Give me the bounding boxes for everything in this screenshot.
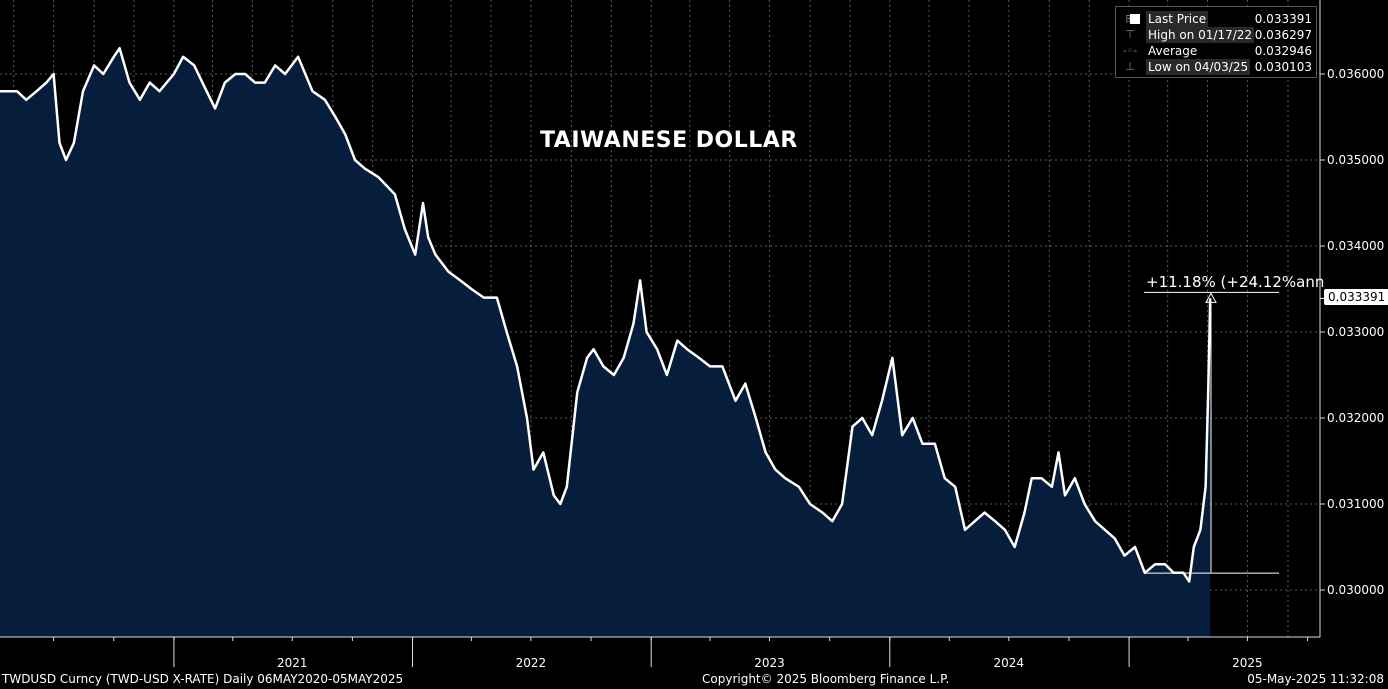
y-tick-label: 0.036000 [1327,67,1384,81]
low-marker-icon: ⊥ [1125,60,1135,73]
footer-copyright: Copyright© 2025 Bloomberg Finance L.P. [702,672,950,686]
y-tick-label: 0.033000 [1327,325,1384,339]
legend-label: Low on 04/03/25 [1146,59,1251,75]
average-marker-icon: -◦- [1122,44,1138,57]
legend-value: 0.030103 [1254,60,1312,74]
y-tick-label: 0.032000 [1327,411,1384,425]
high-marker-icon: ⊤ [1125,28,1135,41]
legend-label: High on 01/17/22 [1146,27,1255,43]
footer-timestamp: 05-May-2025 11:32:08 [1247,672,1384,686]
x-tick-label: 2022 [516,656,547,670]
y-tick-label: 0.034000 [1327,239,1384,253]
legend-row-last-price: ⊞ Last Price 0.033391 [1116,11,1316,27]
legend-label: Last Price [1146,11,1209,27]
legend-row-high: ⊤ High on 01/17/22 0.036297 [1116,27,1316,43]
x-axis: 2021 2022 2023 2024 2025 [0,636,1320,670]
price-line [0,46,1212,583]
last-price-label: 0.033391 [1324,289,1388,305]
y-tick-label: 0.030000 [1327,583,1384,597]
legend-value: 0.033391 [1254,12,1312,26]
y-tick-label: 0.031000 [1327,497,1384,511]
x-tick-label: 2025 [1232,656,1263,670]
legend-row-low: ⊥ Low on 04/03/25 0.030103 [1116,59,1316,75]
change-annotation-lines [1144,291,1324,574]
legend-label: Average [1148,44,1198,58]
last-price-swatch-icon [1130,14,1140,24]
x-tick-label: 2024 [994,656,1025,670]
legend-value: 0.032946 [1254,44,1312,58]
change-annotation-text: +11.18% (+24.12%ann [1146,273,1325,291]
x-tick-label: 2023 [754,656,785,670]
y-tick-label: 0.035000 [1327,153,1384,167]
legend-row-average: -◦- Average 0.032946 [1116,43,1316,59]
footer-security: TWDUSD Curncy (TWD-USD X-RATE) Daily 06M… [2,672,404,686]
chart-title: TAIWANESE DOLLAR [540,128,798,153]
x-tick-label: 2021 [277,656,308,670]
legend-value: 0.036297 [1254,28,1312,42]
price-area-fill [0,48,1211,637]
y-axis: 0.030000 0.031000 0.032000 0.033000 0.034000… [1319,0,1384,637]
legend: ⊞ Last Price 0.033391 ⊤ High on 01/17/22… [1115,6,1317,78]
annotation-arrow-head-icon [1205,292,1217,303]
